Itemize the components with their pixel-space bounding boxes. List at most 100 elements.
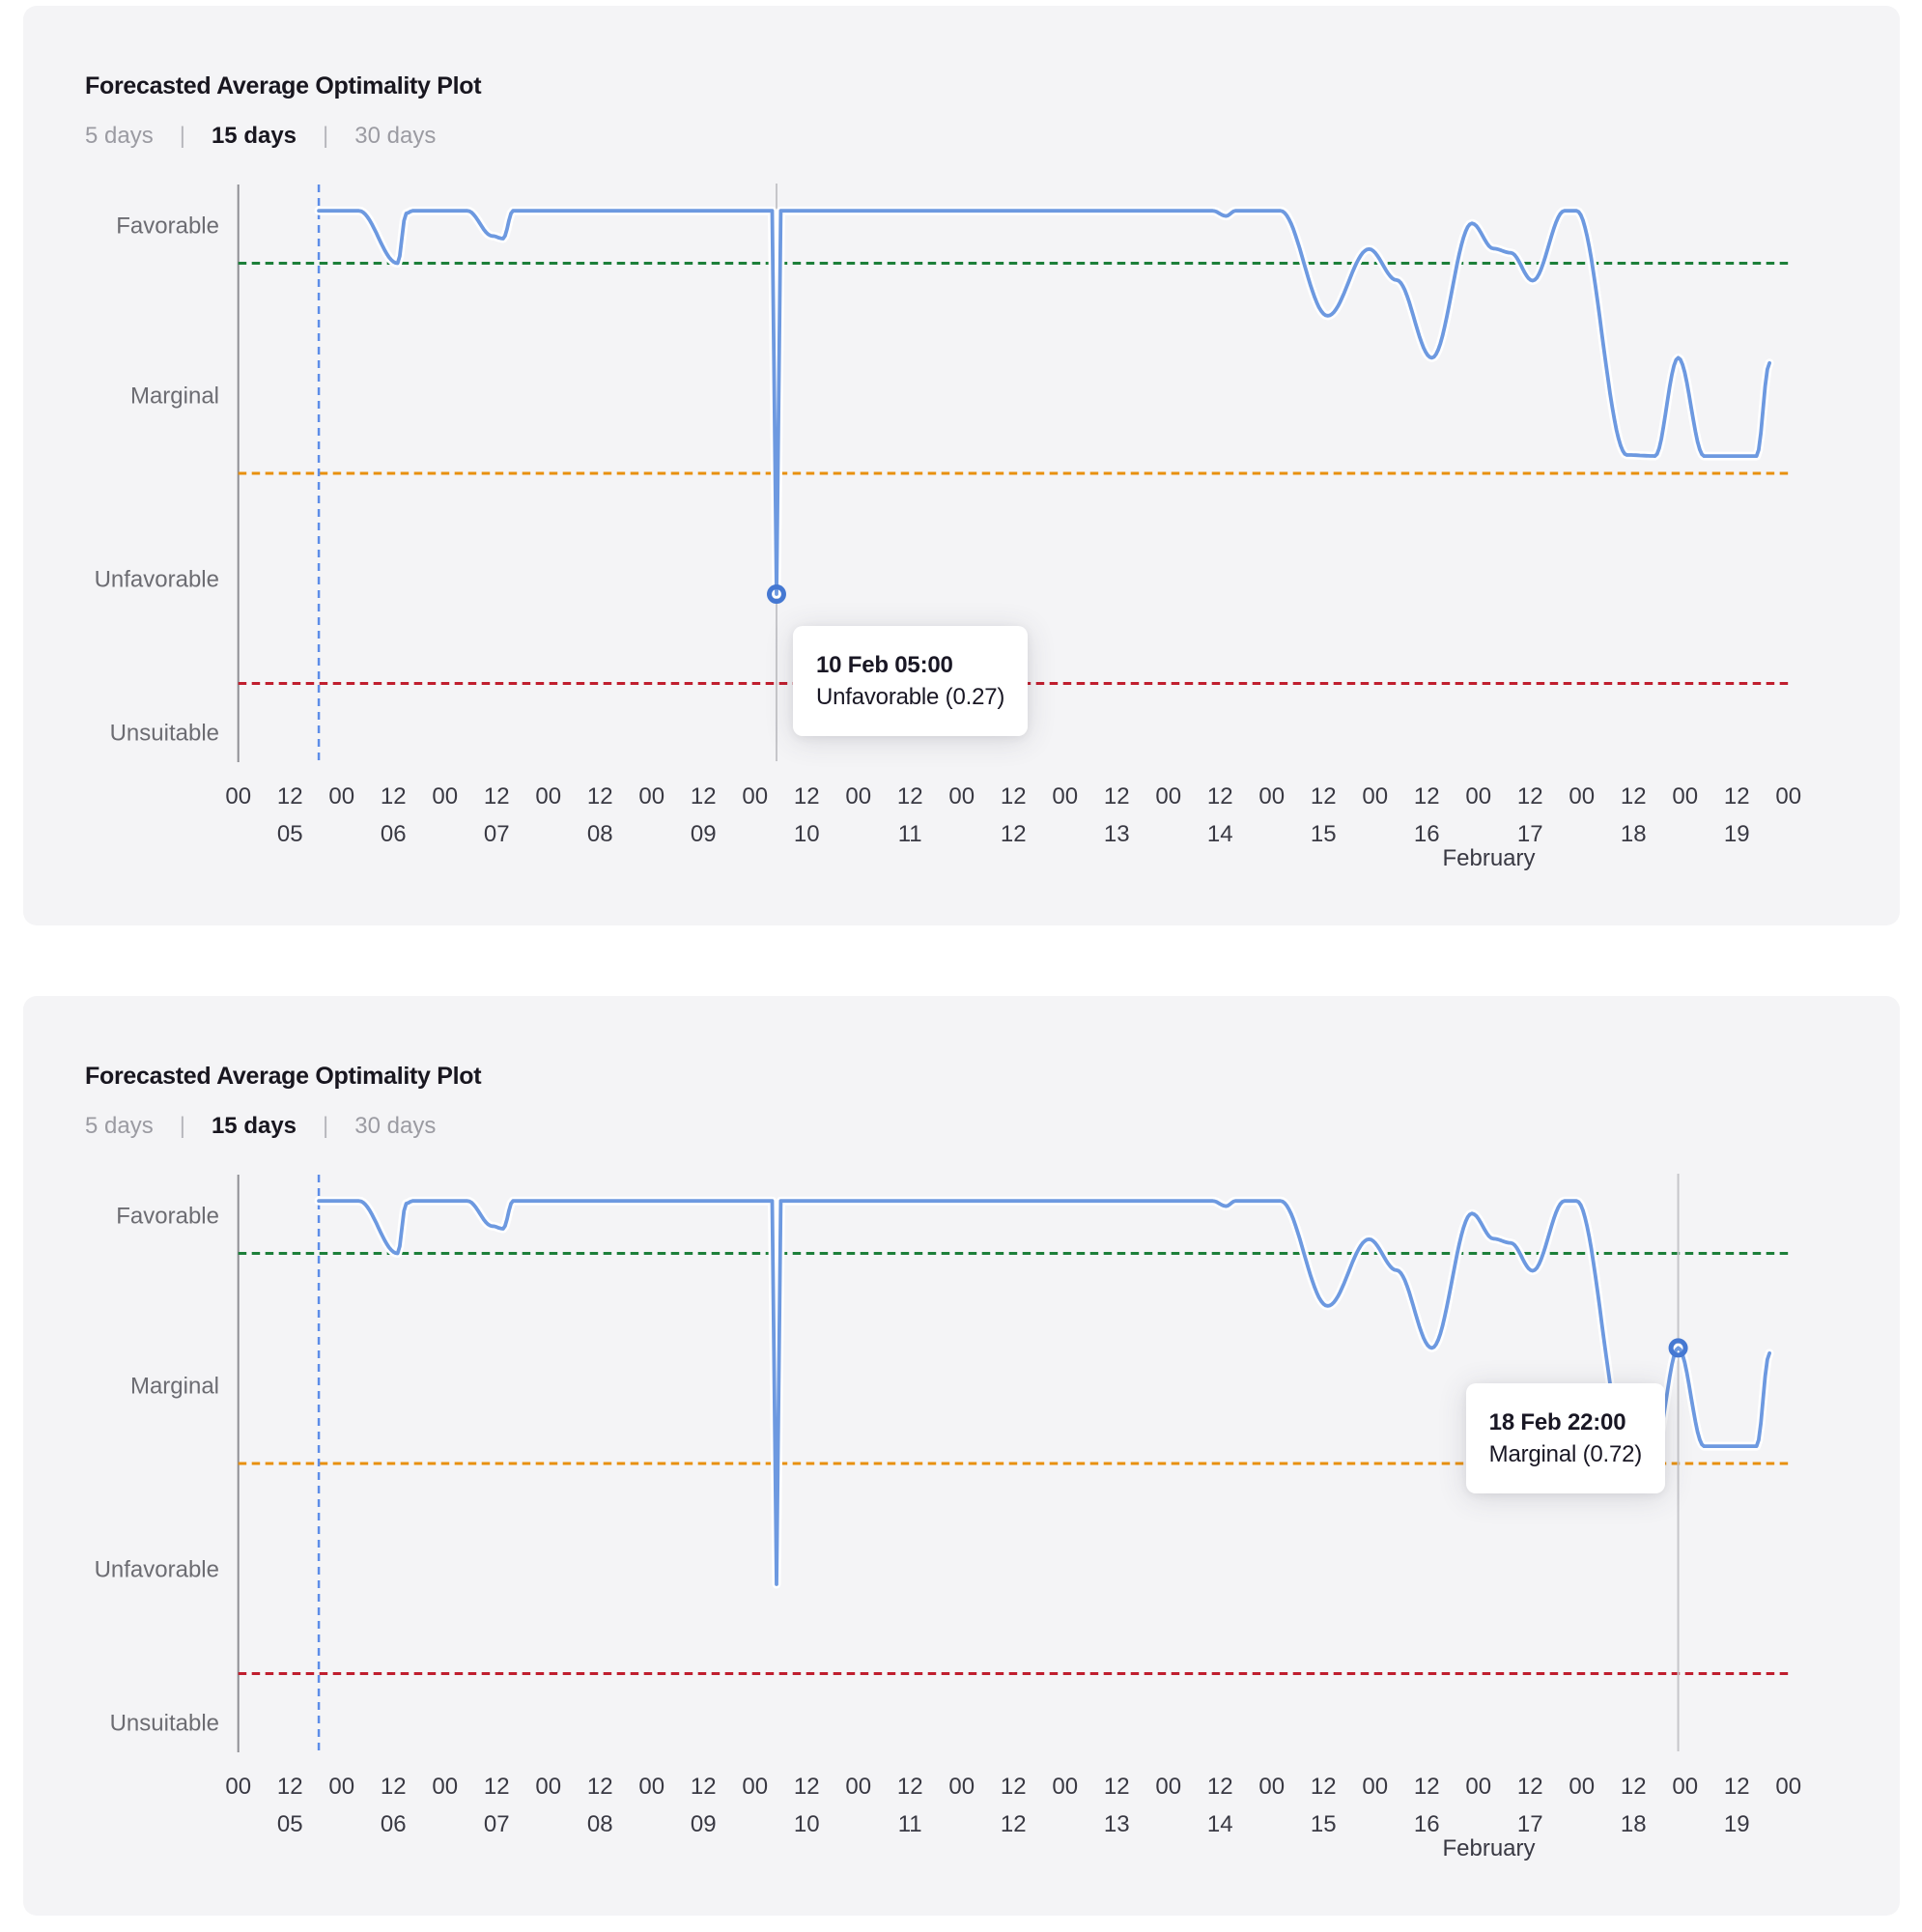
x-axis-tick-label: 00	[638, 1774, 664, 1800]
x-axis-day-label: 08	[587, 1811, 613, 1837]
y-axis-label: Unfavorable	[95, 567, 219, 593]
x-axis-tick-label: 00	[948, 783, 975, 810]
tab-separator: |	[179, 1113, 185, 1139]
chart-tooltip: 10 Feb 05:00 Unfavorable (0.27)	[792, 626, 1029, 737]
x-axis-tick-label: 12	[1724, 783, 1750, 810]
x-axis-day-label: 17	[1517, 821, 1543, 847]
x-axis-tick-label: 00	[742, 1774, 768, 1800]
x-axis-day-label: 09	[691, 1811, 717, 1837]
tooltip-status: Unfavorable (0.27)	[815, 684, 1005, 711]
x-axis-tick-label: 00	[845, 1774, 871, 1800]
x-axis-tick-label: 00	[948, 1774, 975, 1800]
x-axis-tick-label: 00	[1362, 1774, 1388, 1800]
x-axis-tick-label: 00	[1155, 1774, 1181, 1800]
tab-30-days[interactable]: 30 days	[354, 1113, 437, 1139]
x-axis-day-label: 18	[1621, 1811, 1647, 1837]
x-axis-tick-label: 12	[1104, 1774, 1130, 1800]
x-axis-tick-label: 12	[381, 783, 407, 810]
tab-15-days[interactable]: 15 days	[211, 123, 297, 149]
x-axis-day-label: 15	[1311, 821, 1337, 847]
chart-tooltip: 18 Feb 22:00 Marginal (0.72)	[1465, 1383, 1666, 1494]
x-axis-month-label: February	[1442, 1835, 1535, 1861]
x-axis-tick-label: 12	[1414, 1774, 1440, 1800]
tab-15-days[interactable]: 15 days	[211, 1113, 297, 1139]
tab-5-days[interactable]: 5 days	[85, 123, 154, 149]
x-axis-tick-label: 12	[1207, 783, 1233, 810]
y-axis-label: Unsuitable	[110, 721, 219, 747]
x-axis-tick-label: 00	[742, 783, 768, 810]
x-axis-tick-label: 00	[225, 1774, 251, 1800]
y-axis-label: Unsuitable	[110, 1711, 219, 1737]
x-axis-day-label: 07	[484, 821, 510, 847]
series-line	[317, 209, 1771, 596]
x-axis-day-label: 06	[381, 821, 407, 847]
x-axis-tick-label: 12	[587, 1774, 613, 1800]
x-axis-day-label: 16	[1414, 821, 1440, 847]
x-axis-day-label: 16	[1414, 1811, 1440, 1837]
tab-separator: |	[179, 123, 185, 149]
x-axis-day-label: 11	[898, 1811, 922, 1837]
x-axis-day-label: 05	[277, 821, 303, 847]
tab-5-days[interactable]: 5 days	[85, 1113, 154, 1139]
x-axis-day-label: 12	[1001, 821, 1027, 847]
chart-panel-2: Forecasted Average Optimality Plot 5 day…	[23, 996, 1900, 1916]
tab-30-days[interactable]: 30 days	[354, 123, 437, 149]
x-axis-tick-label: 12	[1001, 783, 1027, 810]
x-axis-tick-label: 00	[1052, 783, 1078, 810]
x-axis-tick-label: 00	[1672, 783, 1698, 810]
x-axis-day-label: 08	[587, 821, 613, 847]
y-axis-label: Favorable	[116, 1204, 219, 1230]
x-axis-tick-label: 00	[432, 783, 458, 810]
tooltip-time: 18 Feb 22:00	[1488, 1409, 1626, 1436]
range-tabs: 5 days | 15 days | 30 days	[85, 1114, 436, 1139]
x-axis-tick-label: 12	[381, 1774, 407, 1800]
x-axis-tick-label: 12	[1414, 783, 1440, 810]
x-axis-day-label: 07	[484, 1811, 510, 1837]
x-axis-tick-label: 12	[897, 783, 923, 810]
x-axis-tick-label: 12	[691, 1774, 717, 1800]
x-axis-day-label: 06	[381, 1811, 407, 1837]
x-axis-tick-label: 00	[535, 1774, 561, 1800]
x-axis-tick-label: 12	[1517, 783, 1543, 810]
tooltip-status: Marginal (0.72)	[1488, 1441, 1643, 1468]
x-axis-tick-label: 12	[1724, 1774, 1750, 1800]
x-axis-tick-label: 00	[535, 783, 561, 810]
chart-title: Forecasted Average Optimality Plot	[85, 72, 482, 99]
x-axis-tick-label: 12	[794, 1774, 820, 1800]
y-axis-label: Marginal	[130, 1374, 219, 1400]
x-axis-tick-label: 12	[587, 783, 613, 810]
x-axis-day-label: 05	[277, 1811, 303, 1837]
tooltip-time: 10 Feb 05:00	[815, 652, 953, 679]
x-axis-day-label: 19	[1724, 821, 1750, 847]
y-axis-label: Favorable	[116, 213, 219, 240]
x-axis-tick-label: 00	[1569, 783, 1595, 810]
x-axis-tick-label: 12	[1207, 1774, 1233, 1800]
x-axis-tick-label: 12	[1104, 783, 1130, 810]
x-axis-tick-label: 00	[1258, 1774, 1285, 1800]
x-axis-day-label: 17	[1517, 1811, 1543, 1837]
x-axis-tick-label: 12	[1311, 1774, 1337, 1800]
range-tabs: 5 days | 15 days | 30 days	[85, 124, 436, 149]
y-axis-label: Marginal	[130, 384, 219, 410]
x-axis-day-label: 18	[1621, 821, 1647, 847]
x-axis-tick-label: 00	[1052, 1774, 1078, 1800]
x-axis-month-label: February	[1442, 845, 1535, 871]
optimality-line-chart[interactable]: Favorable Marginal Unfavorable Unsuitable 00…	[23, 6, 1900, 925]
x-axis-day-label: 15	[1311, 1811, 1337, 1837]
chart-title: Forecasted Average Optimality Plot	[85, 1063, 482, 1090]
x-axis-tick-label: 12	[1001, 1774, 1027, 1800]
x-axis-tick-label: 00	[1569, 1774, 1595, 1800]
x-axis-day-label: 09	[691, 821, 717, 847]
x-axis-day-label: 19	[1724, 1811, 1750, 1837]
highlight-dot	[766, 584, 786, 605]
x-axis-day-label: 13	[1104, 821, 1130, 847]
chart-panel-1: Forecasted Average Optimality Plot 5 day…	[23, 6, 1900, 925]
x-axis-tick-label: 12	[691, 783, 717, 810]
x-axis-tick-label: 12	[277, 783, 303, 810]
x-axis-tick-label: 12	[897, 1774, 923, 1800]
x-axis-tick-label: 00	[328, 783, 354, 810]
tab-separator: |	[323, 123, 329, 149]
x-axis-tick-label: 00	[1362, 783, 1388, 810]
x-axis-tick-label: 12	[484, 783, 510, 810]
y-axis-label: Unfavorable	[95, 1557, 219, 1583]
